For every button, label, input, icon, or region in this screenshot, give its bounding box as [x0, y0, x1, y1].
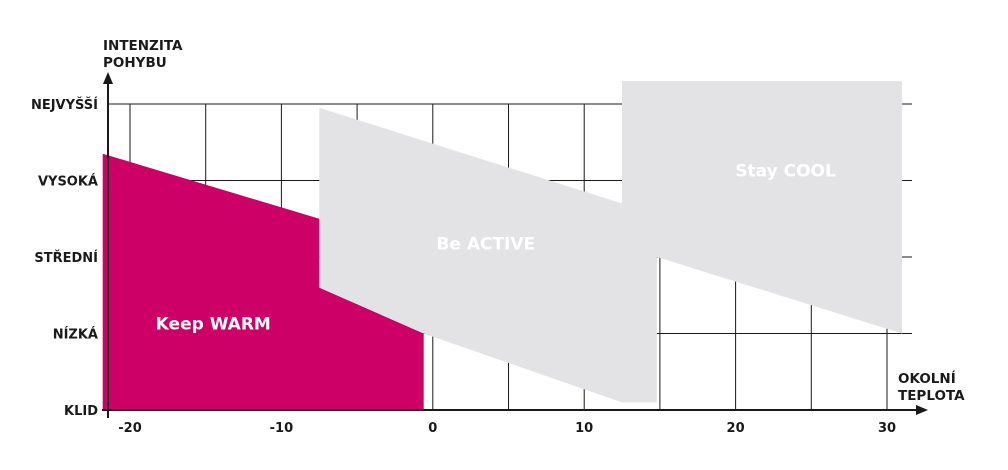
y-axis-title: POHYBU — [103, 55, 167, 71]
y-tick-label: KLID — [64, 404, 98, 419]
zones — [102, 81, 903, 410]
x-tick-label: 10 — [575, 421, 593, 436]
x-tick-label: -20 — [118, 421, 142, 436]
y-tick-label: VYSOKÁ — [38, 174, 98, 190]
axes — [102, 72, 928, 418]
zone-be-active — [319, 107, 622, 403]
x-tick-label: 30 — [878, 421, 896, 436]
x-axis-arrow — [916, 405, 928, 415]
zone-stay-cool — [622, 81, 903, 403]
y-axis-title: INTENZITA — [103, 38, 183, 54]
x-axis-title: TEPLOTA — [898, 388, 965, 404]
zone-label: Keep WARM — [156, 315, 271, 335]
x-axis-title: OKOLNÍ — [898, 370, 956, 387]
x-tick-label: 20 — [727, 421, 745, 436]
y-axis-arrow — [103, 72, 113, 84]
zone-labels: Keep WARM Be ACTIVE Stay COOL — [156, 162, 836, 335]
y-tick-label: STŘEDNÍ — [34, 250, 98, 266]
y-tick-label: NÍZKÁ — [53, 327, 98, 343]
tick-labels: -20 -10 0 10 20 30 KLID NÍZKÁ STŘEDNÍ VYSOKÁ NEJVY… — [31, 97, 896, 436]
x-tick-label: -10 — [270, 421, 294, 436]
zone-keep-warm — [102, 153, 424, 410]
x-tick-label: 0 — [428, 421, 437, 436]
zone-label: Stay COOL — [735, 162, 836, 182]
y-tick-label: NEJVYŠŠÍ — [31, 97, 98, 113]
zone-label: Be ACTIVE — [436, 234, 535, 254]
